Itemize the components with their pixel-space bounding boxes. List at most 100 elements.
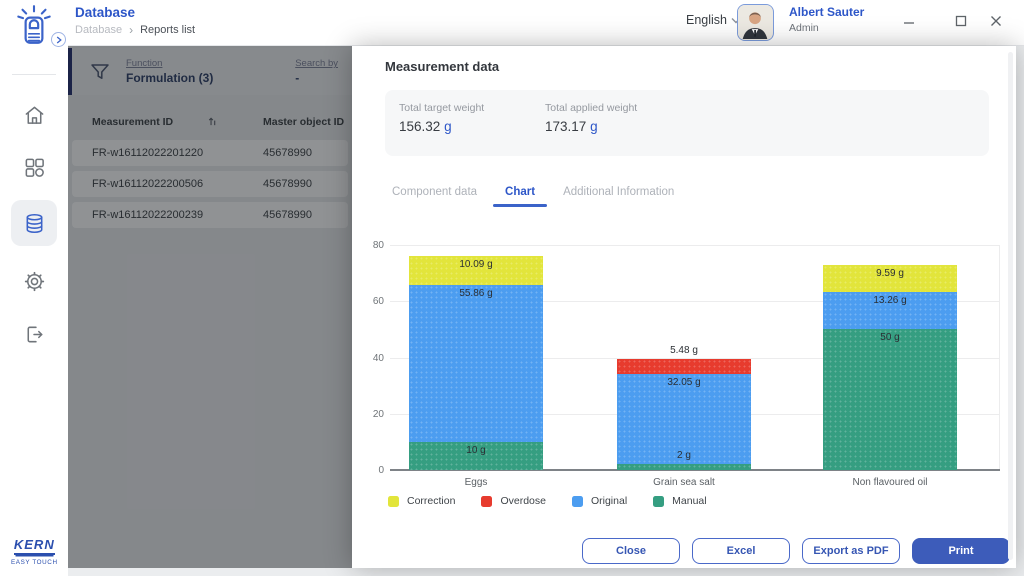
table-row[interactable]: FR-w16112022201220 45678990 [72,140,348,166]
settings-icon [24,271,44,291]
export-as-pdf-button[interactable]: Export as PDF [802,538,900,564]
scrollbar[interactable] [1008,52,1013,560]
sort-icon[interactable] [206,116,217,130]
topbar-divider [68,45,1024,46]
tab-additional-information[interactable]: Additional Information [563,186,675,198]
master-object-id-cell: 45678990 [263,178,312,190]
total-applied-weight-value: 173.17 g [545,119,598,134]
legend-item-manual: Manual [653,495,707,507]
filter-function: Function Formulation (3) [126,58,213,85]
legend-item-original: Original [571,495,628,507]
tab-component-data[interactable]: Component data [392,186,478,198]
kern-wordmark: KERN [13,537,55,555]
language-label: English [686,13,727,27]
breadcrumb-parent[interactable]: Database [75,24,123,36]
unit-gram: g [444,119,452,134]
close-icon[interactable] [985,10,1007,32]
segment-value-label: 5.48 g [670,344,698,356]
sidebar-item-settings[interactable] [11,258,57,304]
minimize-icon[interactable] [898,10,920,32]
chevron-right-icon [56,36,62,43]
segment-value-label: 50 g [880,332,900,344]
user-avatar[interactable] [737,4,774,41]
total-target-weight: Total target weight 156.32 g [399,102,484,134]
table-row[interactable]: FR-w16112022200506 45678990 [72,171,348,197]
segment-original [617,374,751,465]
column-master-object-id: Master object ID [263,116,345,128]
modal-button-row: Close Excel Export as PDF Print [582,538,1010,564]
stacked-bar-chart: 0 20 40 60 80 10 g 55.86 g 10.09 g Eggs 2 g 32.05 … [373,240,1000,488]
legend-label: Original [590,495,628,507]
filter-search-by: Search by - [295,58,338,85]
logout-icon [27,326,42,342]
reports-list-panel: Function Formulation (3) Search by - Mea… [68,46,352,568]
excel-button[interactable]: Excel [692,538,790,564]
gridline [390,469,1000,471]
kern-sub-label: EASY TOUCH [11,559,58,566]
top-bar: Database Database › Reports list English… [0,0,1024,46]
x-axis-label: Grain sea salt [653,477,715,488]
segment-value-label: 9.59 g [876,268,904,280]
segment-value-label: 2 g [677,450,691,462]
y-axis-tick: 80 [372,240,384,251]
x-axis-label: Non flavoured oil [852,477,928,488]
filter-search-value: - [295,71,300,85]
print-button[interactable]: Print [912,538,1010,564]
sidebar-item-database[interactable] [11,200,57,246]
table-row[interactable]: FR-w16112022200239 45678990 [72,202,348,228]
reports-table-body: FR-w16112022201220 45678990 FR-w1611202220… [72,140,348,233]
sidebar-item-home[interactable] [11,92,57,138]
sidebar-item-apps[interactable] [11,144,57,190]
segment-overdose [617,358,751,375]
legend-label: Overdose [500,495,546,507]
master-object-id-cell: 45678990 [263,209,312,221]
segment-original [823,292,957,330]
breadcrumb-separator: › [129,23,134,37]
legend-swatch [388,495,399,507]
legend-swatch [653,495,665,507]
legend-label: Manual [672,495,707,507]
tab-chart[interactable]: Chart [491,182,549,207]
unit-gram: g [590,119,598,134]
filter-bar[interactable]: Function Formulation (3) Search by - [68,48,352,95]
user-name: Albert Sauter [789,5,865,19]
chart-legend: Correction Overdose Original Manual [388,495,707,507]
total-target-weight-value: 156.32 g [399,119,452,134]
sidebar-expand-button[interactable] [51,32,66,47]
measurement-id-cell: FR-w16112022200506 [92,178,204,190]
summary-panel: Total target weight 156.32 g Total appli… [385,90,989,156]
close-button[interactable]: Close [582,538,680,564]
segment-manual [823,329,957,470]
total-target-weight-label: Total target weight [399,102,485,114]
filter-funnel-icon [91,63,109,79]
segment-value-label: 32.05 g [667,377,701,389]
legend-item-correction: Correction [388,495,455,507]
legend-label: Correction [407,495,456,507]
database-icon [26,213,42,233]
segment-original [409,284,543,442]
y-axis-tick: 0 [378,465,384,476]
maximize-icon[interactable] [950,10,972,32]
segment-value-label: 55.86 g [459,287,493,299]
segment-value-label: 10 g [466,444,486,456]
filter-function-label: Function [126,58,163,69]
gridline [390,301,1000,303]
language-selector[interactable]: English [686,13,741,27]
segment-manual [617,464,751,470]
breadcrumb-current: Reports list [140,24,196,36]
sidebar-nav: KERN EASY TOUCH [0,0,68,576]
column-measurement-id: Measurement ID [92,116,174,128]
segment-correction [823,265,957,293]
user-role: Admin [789,22,819,34]
total-applied-weight-label: Total applied weight [545,102,638,114]
gridline [390,357,1000,359]
legend-swatch [571,495,583,507]
y-axis-tick: 20 [372,408,384,420]
page-title: Database [75,5,136,20]
sidebar-item-logout[interactable] [11,311,57,357]
x-axis-label: Eggs [464,477,488,488]
avatar-photo [738,5,772,39]
legend-swatch [481,495,493,507]
sidebar-divider [12,74,56,75]
filter-function-value: Formulation (3) [126,71,214,85]
